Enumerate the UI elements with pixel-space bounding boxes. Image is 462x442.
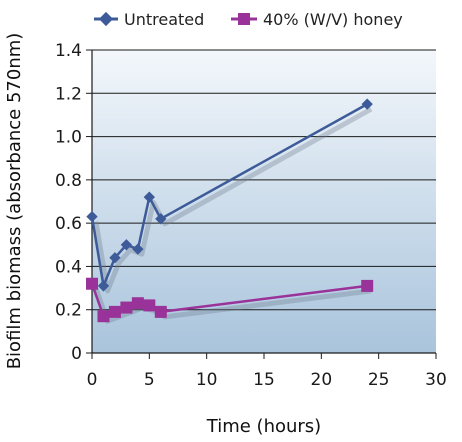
data-point-1-4 [131,297,144,310]
data-point-1-2 [108,305,121,318]
data-point-1-0 [86,277,98,290]
x-tick-label-1: 5 [144,370,155,390]
series-layer [86,98,374,323]
legend: Untreated 40% (W/V) honey [94,10,403,29]
data-point-0-4 [132,243,144,255]
data-point-1-3 [120,301,133,314]
y-axis-ticks: 0 0.2 0.4 0.6 0.8 1.0 1.2 1.4 [55,41,92,364]
y-tick-label-7: 1.4 [55,41,82,61]
x-tick-label-4: 20 [311,370,333,390]
y-tick-label-4: 0.8 [55,171,82,191]
x-axis-ticks: 0 5 10 15 20 25 30 [87,353,447,390]
data-point-1-1 [97,310,110,323]
y-tick-label-5: 1.0 [55,128,82,148]
y-tick-label-3: 0.6 [55,214,82,234]
y-axis-title: Biofilm biomass (absorbance 570nm) [4,33,25,370]
x-tick-label-0: 0 [87,370,98,390]
x-tick-label-2: 10 [196,370,218,390]
legend-label-honey: 40% (W/V) honey [263,10,403,29]
x-tick-label-3: 15 [253,370,275,390]
legend-item-untreated: Untreated [94,10,204,29]
y-tick-label-2: 0.4 [55,257,82,277]
x-tick-label-6: 30 [425,370,447,390]
data-point-1-7 [361,279,374,292]
data-point-0-6 [155,213,167,225]
y-tick-label-0: 0 [71,344,82,364]
x-tick-label-5: 25 [368,370,390,390]
y-tick-label-6: 1.2 [55,84,82,104]
y-tick-label-1: 0.2 [55,301,82,321]
data-point-1-5 [143,299,156,312]
legend-item-honey: 40% (W/V) honey [231,10,403,29]
legend-marker-untreated [98,11,114,27]
data-point-0-5 [143,191,155,203]
data-point-1-6 [154,305,167,318]
legend-marker-honey [238,13,250,25]
legend-label-untreated: Untreated [124,10,204,29]
x-axis-title: Time (hours) [206,416,321,437]
